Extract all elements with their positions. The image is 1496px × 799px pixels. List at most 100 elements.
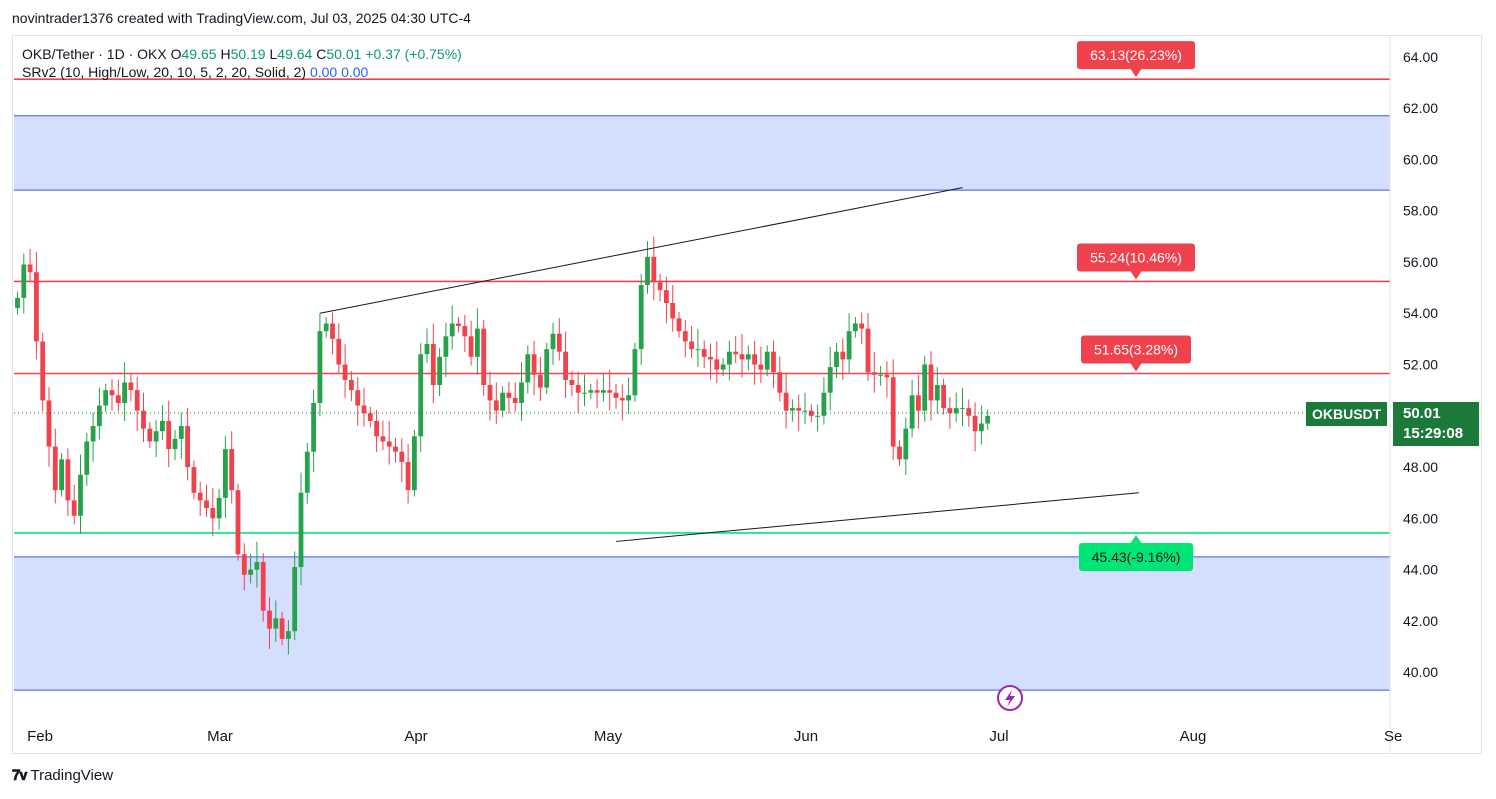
candle[interactable] (569, 371, 575, 397)
candle[interactable] (475, 308, 480, 375)
candle[interactable] (223, 435, 228, 519)
candle[interactable] (462, 315, 468, 352)
candle[interactable] (657, 273, 663, 302)
candle[interactable] (859, 312, 865, 345)
candle[interactable] (286, 620, 291, 655)
candle[interactable] (191, 460, 197, 500)
candle[interactable] (909, 379, 915, 438)
candle[interactable] (386, 421, 392, 465)
candle[interactable] (676, 311, 682, 338)
candle[interactable] (197, 481, 203, 517)
candle[interactable] (890, 359, 896, 460)
candle[interactable] (966, 399, 972, 427)
candle[interactable] (46, 387, 52, 467)
candle[interactable] (15, 291, 20, 315)
candle[interactable] (941, 378, 946, 415)
candle[interactable] (260, 553, 266, 622)
candle[interactable] (682, 320, 688, 358)
candle[interactable] (153, 420, 159, 458)
candle[interactable] (544, 342, 550, 395)
candle[interactable] (336, 323, 342, 374)
candle[interactable] (626, 377, 631, 414)
candle[interactable] (430, 323, 436, 403)
lightning-icon[interactable] (997, 685, 1023, 711)
candle[interactable] (752, 340, 757, 385)
candle[interactable] (632, 342, 638, 402)
candle[interactable] (777, 356, 783, 402)
candle[interactable] (695, 328, 701, 368)
candle[interactable] (361, 387, 367, 427)
candle[interactable] (815, 404, 820, 432)
candle[interactable] (953, 392, 959, 422)
candle[interactable] (418, 343, 424, 452)
candle[interactable] (594, 379, 600, 409)
candle[interactable] (204, 484, 209, 517)
trendline-0[interactable] (319, 187, 963, 314)
candle[interactable] (103, 383, 109, 412)
candle[interactable] (449, 305, 455, 350)
candle[interactable] (701, 340, 707, 368)
candle[interactable] (884, 361, 890, 398)
candle[interactable] (317, 313, 323, 417)
candle[interactable] (330, 312, 335, 355)
candle[interactable] (739, 334, 745, 378)
candle[interactable] (601, 374, 606, 402)
candle[interactable] (865, 312, 871, 381)
candle[interactable] (575, 371, 581, 413)
candle[interactable] (979, 405, 984, 445)
candle[interactable] (619, 384, 625, 421)
candle[interactable] (210, 487, 216, 537)
candle[interactable] (468, 320, 474, 366)
candle[interactable] (52, 428, 58, 504)
candle[interactable] (720, 358, 726, 377)
candle[interactable] (122, 362, 127, 421)
candle[interactable] (311, 389, 316, 472)
legend-symbol[interactable]: OKB/Tether · 1D · OKX (22, 46, 167, 62)
candle[interactable] (802, 392, 808, 425)
candle[interactable] (947, 397, 953, 429)
candle[interactable] (97, 387, 102, 440)
candle[interactable] (506, 381, 512, 414)
candle[interactable] (972, 402, 978, 452)
candle[interactable] (437, 348, 442, 397)
candle[interactable] (556, 318, 562, 361)
candle[interactable] (342, 344, 348, 398)
candle[interactable] (134, 376, 140, 431)
candle[interactable] (27, 248, 33, 281)
candle[interactable] (254, 541, 260, 588)
candle[interactable] (525, 345, 531, 394)
candle[interactable] (928, 351, 934, 421)
candle[interactable] (21, 253, 27, 314)
candle[interactable] (380, 420, 386, 451)
candle[interactable] (550, 322, 556, 365)
candle[interactable] (279, 611, 285, 646)
candle[interactable] (771, 340, 776, 388)
candle[interactable] (821, 377, 827, 425)
candle[interactable] (745, 345, 751, 371)
candle[interactable] (846, 313, 852, 373)
trendline-1[interactable] (615, 492, 1139, 542)
candle[interactable] (733, 336, 739, 363)
candle[interactable] (229, 431, 235, 504)
candle[interactable] (588, 383, 594, 400)
candle[interactable] (115, 379, 121, 412)
candle[interactable] (714, 341, 720, 383)
candle[interactable] (40, 332, 46, 412)
candle[interactable] (273, 600, 279, 642)
candle[interactable] (519, 362, 524, 421)
candle[interactable] (727, 340, 732, 381)
candle[interactable] (267, 597, 272, 649)
candle[interactable] (607, 369, 613, 411)
candle[interactable] (538, 356, 543, 401)
candle[interactable] (764, 345, 770, 377)
candle[interactable] (172, 430, 178, 461)
candle[interactable] (235, 483, 241, 561)
candle[interactable] (65, 448, 71, 517)
candle[interactable] (34, 251, 39, 360)
candle[interactable] (109, 379, 115, 411)
candle[interactable] (613, 384, 619, 409)
candle[interactable] (934, 367, 940, 414)
candle[interactable] (443, 322, 449, 378)
candle[interactable] (878, 366, 883, 386)
